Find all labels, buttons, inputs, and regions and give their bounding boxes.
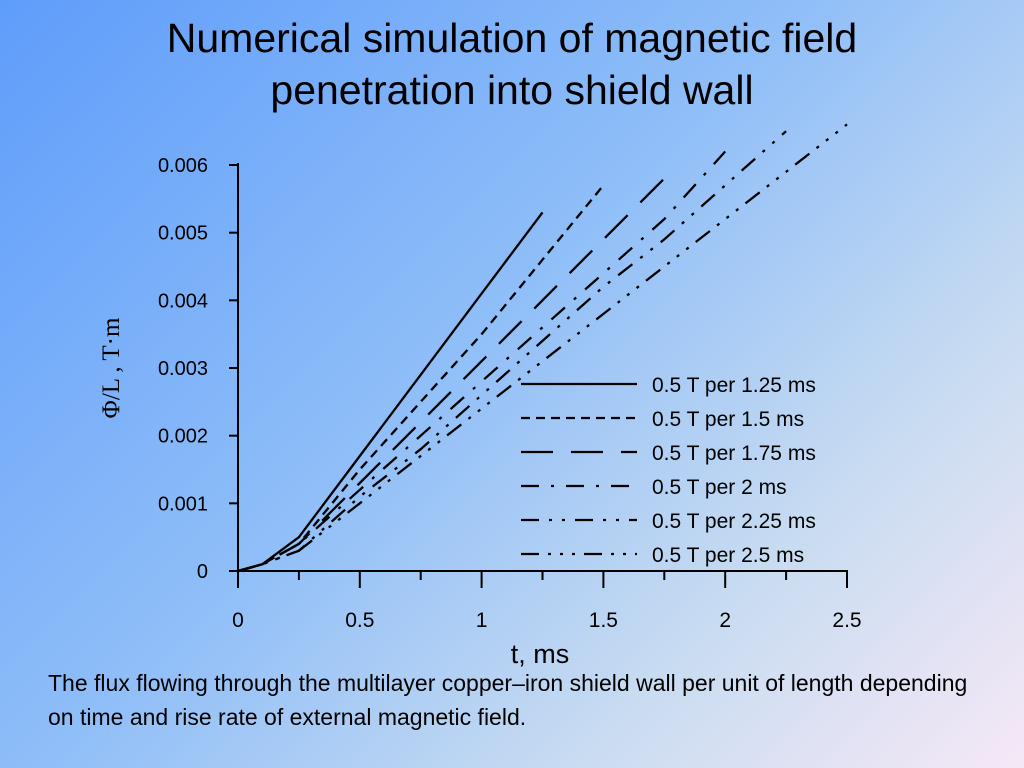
y-tick-label: 0.004 (158, 290, 208, 312)
y-tick-label: 0.006 (158, 155, 208, 177)
x-tick-label: 0 (232, 609, 244, 632)
chart-series-group (237, 123, 848, 573)
series-line-2 (237, 184, 605, 573)
x-tick-label: 1 (476, 609, 488, 632)
y-tick-label: 0.002 (158, 426, 208, 448)
series-line-3 (237, 177, 666, 573)
slide-title-line2: penetration into shield wall (270, 67, 754, 113)
slide-title-line1: Numerical simulation of magnetic field (166, 15, 858, 61)
y-tick-label: 0.001 (158, 493, 208, 515)
legend-label-5: 0.5 T per 2.25 ms (652, 510, 816, 533)
x-tick-label: 2 (719, 609, 731, 632)
legend-label-6: 0.5 T per 2.5 ms (652, 544, 804, 567)
legend-label-3: 0.5 T per 1.75 ms (652, 442, 816, 465)
legend-label-2: 0.5 T per 1.5 ms (652, 408, 804, 431)
series-line-1 (237, 211, 544, 573)
chart-axes: 0 0.001 0.002 0.003 0.004 0.005 0.006 0 0.5 1 1.5 2… (98, 155, 862, 669)
slide-title: Numerical simulation of magnetic field p… (40, 12, 984, 116)
x-axis-label: t, ms (511, 639, 570, 669)
y-tick-label: 0.005 (158, 223, 208, 245)
y-tick-label: 0.003 (158, 358, 208, 380)
series-line-6 (237, 123, 848, 573)
y-axis-label: Φ/L , T·m (98, 317, 125, 418)
legend-label-4: 0.5 T per 2 ms (652, 476, 787, 499)
series-line-5 (237, 130, 787, 573)
x-tick-label: 0.5 (345, 609, 374, 632)
chart-legend: 0.5 T per 1.25 ms 0.5 T per 1.5 ms 0.5 T p… (521, 374, 816, 567)
y-tick-label: 0 (197, 561, 208, 583)
slide-caption: The flux flowing through the multilayer … (48, 670, 968, 730)
x-tick-label: 2.5 (832, 609, 861, 632)
x-tick-label: 1.5 (589, 609, 618, 632)
series-line-4 (237, 150, 727, 573)
legend-label-1: 0.5 T per 1.25 ms (652, 374, 816, 397)
